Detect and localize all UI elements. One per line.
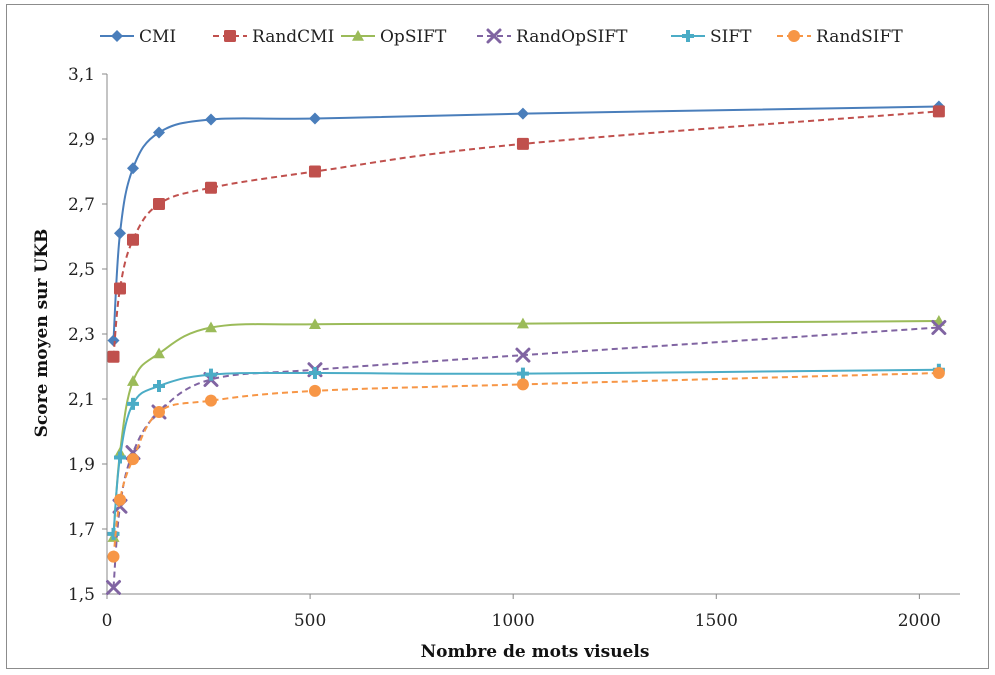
series-line — [112, 320, 939, 538]
y-tick-label: 2,3 — [68, 325, 95, 345]
data-point — [113, 493, 126, 506]
series-opsift — [107, 315, 945, 542]
data-point — [204, 181, 217, 194]
y-tick-label: 1,5 — [68, 585, 95, 605]
data-point — [107, 550, 120, 563]
series-randsift — [107, 367, 945, 563]
legend-marker — [682, 30, 694, 42]
y-tick-label: 3,1 — [68, 65, 95, 85]
y-tick-label: 1,7 — [68, 520, 95, 540]
series-sift — [107, 363, 945, 540]
data-point — [515, 347, 531, 363]
data-point — [308, 112, 321, 125]
data-point — [107, 350, 120, 363]
data-point — [113, 282, 126, 295]
data-point — [204, 113, 217, 126]
data-point — [152, 347, 165, 359]
data-point — [152, 406, 165, 418]
data-point — [308, 165, 321, 178]
data-point — [516, 317, 529, 329]
data-point — [204, 368, 217, 381]
legend-item-sift: SIFT — [671, 27, 752, 47]
data-point — [152, 126, 165, 139]
legend: CMI RandCMI OpSIFT RandOpSIFT SIFT RandSIFT — [100, 27, 903, 47]
data-point — [308, 318, 321, 330]
data-point — [126, 233, 139, 246]
x-tick-label: 1500 — [695, 611, 738, 631]
data-point — [105, 580, 121, 595]
legend-marker — [111, 30, 123, 42]
legend-label: OpSIFT — [380, 27, 447, 47]
x-ticks: 0 500 1000 1500 2000 — [102, 594, 941, 631]
data-point — [308, 367, 321, 379]
legend-label: RandSIFT — [816, 27, 903, 47]
legend-label: RandCMI — [252, 27, 334, 47]
data-point — [107, 527, 120, 540]
legend-marker — [788, 30, 800, 42]
series-line — [112, 326, 939, 588]
data-point — [516, 367, 529, 380]
series-line — [112, 105, 939, 341]
series-line — [112, 110, 939, 357]
y-axis-title: Score moyen sur UKB — [32, 229, 52, 438]
legend-item-opsift: OpSIFT — [341, 27, 447, 47]
data-point — [204, 321, 217, 333]
data-point — [126, 397, 139, 410]
x-axis-title: Nombre de mots visuels — [421, 642, 650, 662]
legend-label: CMI — [139, 27, 176, 47]
x-tick-label: 2000 — [898, 611, 941, 631]
y-tick-label: 1,9 — [68, 455, 95, 475]
series-line — [112, 372, 939, 557]
y-tick-label: 2,1 — [68, 390, 95, 410]
legend-item-randopsift: RandOpSIFT — [477, 27, 628, 47]
series-group — [105, 100, 947, 595]
data-point — [931, 320, 947, 335]
data-point — [152, 380, 165, 392]
data-point — [932, 367, 945, 379]
data-point — [516, 378, 529, 391]
legend-marker — [486, 28, 502, 44]
legend-marker — [224, 30, 236, 42]
data-point — [152, 198, 165, 210]
data-point — [113, 451, 126, 464]
series-cmi — [107, 100, 945, 347]
series-randcmi — [107, 105, 945, 363]
data-point — [308, 384, 321, 397]
data-point — [516, 137, 529, 150]
legend-marker — [352, 30, 364, 41]
x-tick-label: 1000 — [492, 611, 535, 631]
data-point — [932, 105, 945, 118]
data-point — [204, 394, 217, 407]
y-ticks: 1,5 1,7 1,9 2,1 2,3 2,5 2,7 2,9 3,1 — [68, 65, 107, 605]
legend-label: SIFT — [710, 27, 752, 47]
x-tick-label: 0 — [102, 611, 113, 631]
legend-item-cmi: CMI — [100, 27, 176, 47]
y-tick-label: 2,5 — [68, 260, 95, 280]
data-point — [126, 375, 139, 386]
data-point — [126, 162, 139, 175]
legend-label: RandOpSIFT — [516, 27, 628, 47]
legend-item-randsift: RandSIFT — [777, 27, 903, 47]
series-line — [112, 368, 939, 534]
x-tick-label: 500 — [294, 611, 326, 631]
data-point — [107, 334, 120, 347]
y-tick-label: 2,7 — [68, 195, 95, 215]
data-point — [516, 107, 529, 120]
y-tick-label: 2,9 — [68, 130, 95, 150]
data-point — [113, 227, 126, 240]
series-randopsift — [105, 320, 947, 595]
legend-item-randcmi: RandCMI — [213, 27, 334, 47]
data-point — [126, 453, 139, 466]
